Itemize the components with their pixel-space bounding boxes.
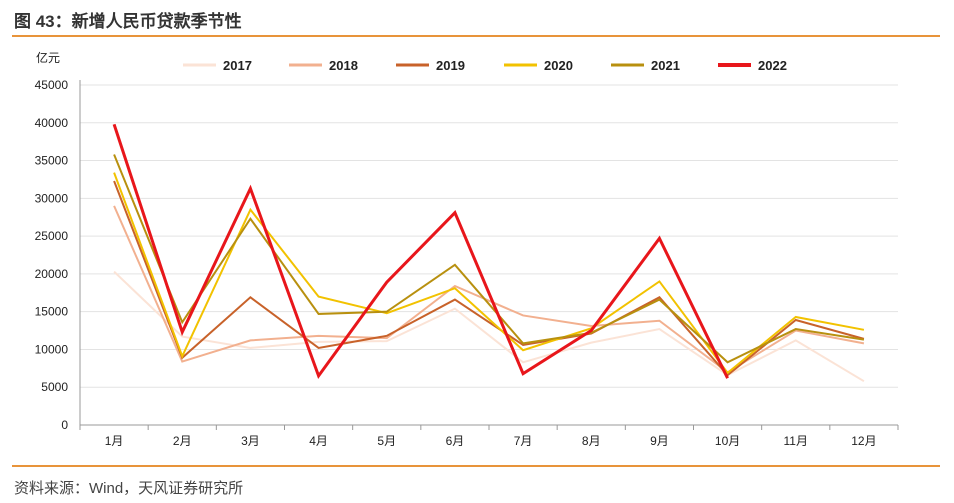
x-tick-label: 6月 xyxy=(446,434,465,448)
x-tick-label: 2月 xyxy=(173,434,192,448)
y-tick-label: 15000 xyxy=(35,305,69,319)
legend: 2017 2018 2019 2020 2021 2022 xyxy=(183,58,787,73)
legend-label-2020: 2020 xyxy=(544,58,573,73)
line-chart: 亿元 0 5000 10000 15000 20000 25000 30000 35000 40… xyxy=(35,50,899,448)
series-line-2018 xyxy=(113,205,865,374)
y-axis-unit-label: 亿元 xyxy=(36,50,60,65)
x-tick-label: 3月 xyxy=(241,434,260,448)
series-line-2020 xyxy=(113,172,865,375)
y-tick-label: 10000 xyxy=(35,342,69,356)
legend-label-2022: 2022 xyxy=(758,58,787,73)
top-divider xyxy=(12,35,940,37)
x-tick-label: 12月 xyxy=(851,434,876,448)
series-line-2017 xyxy=(113,270,865,383)
y-tick-label: 30000 xyxy=(35,191,69,205)
x-tick-label: 7月 xyxy=(514,434,533,448)
x-tick-label: 8月 xyxy=(582,434,601,448)
y-tick-label: 0 xyxy=(61,418,68,432)
y-tick-label: 5000 xyxy=(41,380,68,394)
legend-label-2019: 2019 xyxy=(436,58,465,73)
gridlines xyxy=(80,84,898,388)
bottom-divider xyxy=(12,465,940,467)
x-tick-label: 4月 xyxy=(309,434,328,448)
x-tick-label: 9月 xyxy=(650,434,669,448)
series-line-2022 xyxy=(112,123,729,380)
y-tick-label: 45000 xyxy=(35,78,69,92)
source-note: 资料来源：Wind，天风证券研究所 xyxy=(14,480,244,497)
x-tick-label: 5月 xyxy=(377,434,396,448)
legend-label-2021: 2021 xyxy=(651,58,680,73)
x-tick-label: 10月 xyxy=(715,434,740,448)
legend-label-2017: 2017 xyxy=(223,58,252,73)
y-tick-label: 20000 xyxy=(35,267,69,281)
y-tick-label: 40000 xyxy=(35,116,69,130)
y-axis-ticks: 0 5000 10000 15000 20000 25000 30000 35000 40000… xyxy=(35,78,69,432)
chart-title: 图 43：新增人民币贷款季节性 xyxy=(14,12,242,31)
x-tick-label: 1月 xyxy=(105,434,124,448)
x-tick-label: 11月 xyxy=(784,434,808,448)
legend-label-2018: 2018 xyxy=(329,58,358,73)
y-tick-label: 25000 xyxy=(35,229,69,243)
x-axis: 1月 2月 3月 4月 5月 6月 7月 8月 9月 10月 11月 12月 xyxy=(79,80,899,448)
y-tick-label: 35000 xyxy=(35,154,69,168)
series-lines xyxy=(112,123,865,383)
series-line-2019 xyxy=(113,180,865,377)
series-line-2021 xyxy=(113,154,865,364)
